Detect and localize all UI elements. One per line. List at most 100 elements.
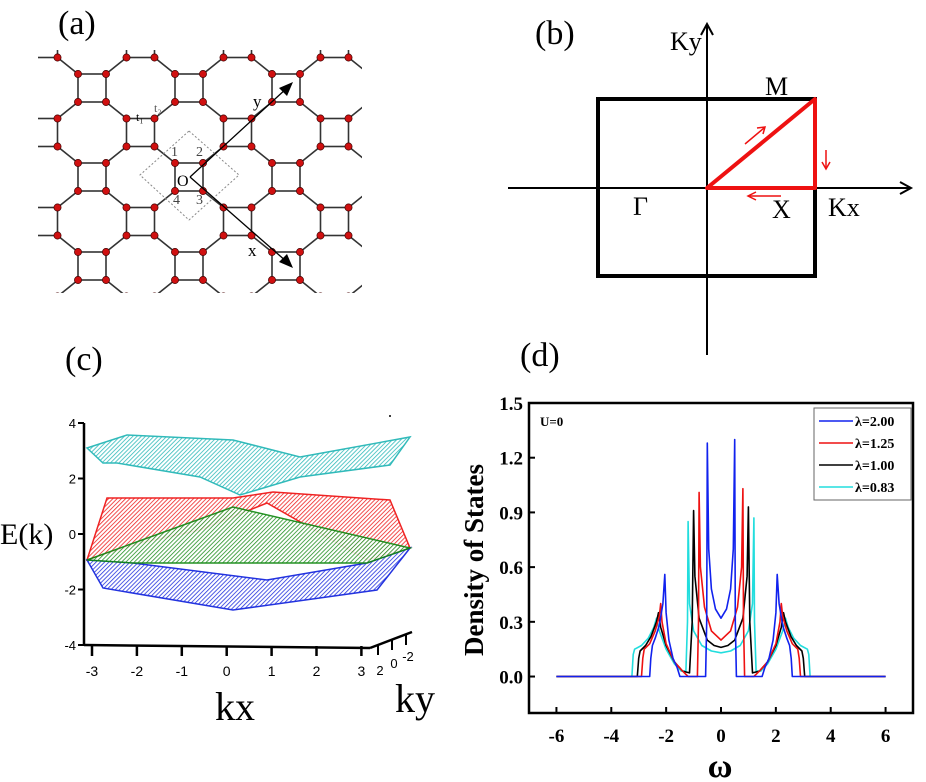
lattice-site — [344, 53, 353, 62]
lattice-site — [102, 159, 110, 167]
lattice-site — [171, 70, 179, 78]
x-axis-label: ω — [708, 748, 733, 782]
lattice-site — [462, 9, 469, 16]
y-axis-arrow — [189, 87, 288, 178]
lattice-site — [199, 337, 206, 344]
lattice-site — [199, 9, 206, 16]
bond — [250, 234, 273, 253]
lattice-site — [296, 98, 304, 106]
lattice-site — [74, 159, 82, 167]
square-plaquette — [319, 206, 350, 237]
lattice-site — [414, 232, 421, 239]
lattice-site — [442, 204, 449, 211]
lattice-site — [365, 98, 372, 105]
y-tick-label: 2 — [69, 472, 76, 487]
lattice-site — [102, 365, 109, 372]
site-label-3: 3 — [196, 193, 203, 208]
lattice-site — [345, 321, 352, 328]
lattice-site — [490, 248, 497, 255]
bond — [494, 191, 515, 208]
gamma-point-label: Γ — [633, 192, 648, 221]
legend-box — [813, 407, 912, 501]
lattice-site — [344, 114, 353, 123]
lattice-site — [26, 293, 33, 300]
lattice-site — [221, 292, 226, 293]
lattice-site — [268, 337, 275, 344]
bond — [299, 234, 322, 253]
square-plaquette — [369, 252, 397, 280]
lattice-site — [26, 204, 33, 211]
bond — [105, 234, 128, 253]
lattice-site — [247, 142, 256, 151]
path-arrowhead-icon — [821, 161, 831, 171]
ky-axis-label: ky — [395, 676, 435, 721]
lattice-site — [462, 337, 469, 344]
bond — [299, 56, 322, 75]
square-plaquette — [466, 74, 494, 102]
y-tick-label: 0 — [69, 527, 76, 542]
unit-cell-outline — [139, 130, 240, 221]
bond — [347, 234, 362, 248]
square-plaquette — [418, 297, 446, 325]
bond — [494, 280, 515, 297]
square-plaquette — [222, 50, 253, 59]
bond — [397, 147, 418, 164]
lattice-site — [199, 365, 206, 372]
u-annotation: U=0 — [540, 414, 563, 429]
lattice-site — [316, 53, 325, 62]
lattice-site — [171, 276, 179, 284]
lattice-site — [53, 231, 62, 240]
bond — [9, 369, 30, 386]
lattice-site — [414, 54, 421, 61]
lattice-site — [219, 203, 228, 212]
x-tick-label: -2 — [131, 663, 144, 679]
lattice-site — [102, 187, 110, 195]
lattice-site — [26, 232, 33, 239]
square-plaquette — [125, 117, 156, 148]
kx-label: Kx — [828, 193, 860, 222]
lattice-site — [442, 26, 449, 33]
lattice-site — [220, 321, 227, 328]
y-tick-label: 1.5 — [499, 394, 523, 415]
hopping-label-t2: t₂ — [154, 101, 162, 115]
lattice-site — [199, 248, 207, 256]
x-axis-label: x — [248, 241, 257, 260]
square-plaquette — [38, 50, 59, 59]
bond — [349, 13, 370, 30]
lattice-site — [74, 70, 82, 78]
lattice-site — [490, 159, 497, 166]
lattice-site — [414, 115, 421, 122]
bond — [446, 147, 467, 164]
bond — [56, 56, 79, 75]
square-plaquette — [369, 74, 397, 102]
lattice-site — [442, 143, 449, 150]
x-tick-label: -6 — [549, 726, 565, 747]
lattice-site — [393, 187, 400, 194]
bond — [105, 279, 124, 293]
y-tick-label: 0.9 — [499, 503, 523, 524]
panel-c-ticks: 420-2-4-3 -2 -1 0 1 2 3 2 0 -2 — [64, 415, 414, 679]
bond — [446, 325, 467, 342]
bond — [56, 234, 79, 253]
bond — [202, 279, 221, 293]
bond — [106, 325, 127, 342]
panel-d: (d) 0.0 0.3 0.6 0.9 1.2 1.5 -6 -4 -2 0 2 4 6 U=0 λ=2… — [459, 337, 915, 782]
bond — [299, 145, 322, 164]
site-label-1: 1 — [171, 145, 178, 160]
square-plaquette — [0, 74, 9, 102]
bond — [9, 280, 30, 297]
lattice-site — [171, 187, 179, 195]
lattice-site — [54, 321, 61, 328]
lattice-site — [26, 115, 33, 122]
square-plaquette — [466, 252, 494, 280]
lattice-site — [296, 159, 304, 167]
square-plaquette — [127, 297, 155, 325]
bond — [494, 147, 515, 164]
bond — [300, 325, 321, 342]
lattice-site — [344, 203, 353, 212]
lattice-site — [124, 292, 129, 293]
lattice-site — [316, 142, 325, 151]
lattice-site — [55, 292, 60, 293]
x-tick-label: -3 — [86, 663, 99, 679]
panel-d-label: (d) — [520, 337, 560, 374]
